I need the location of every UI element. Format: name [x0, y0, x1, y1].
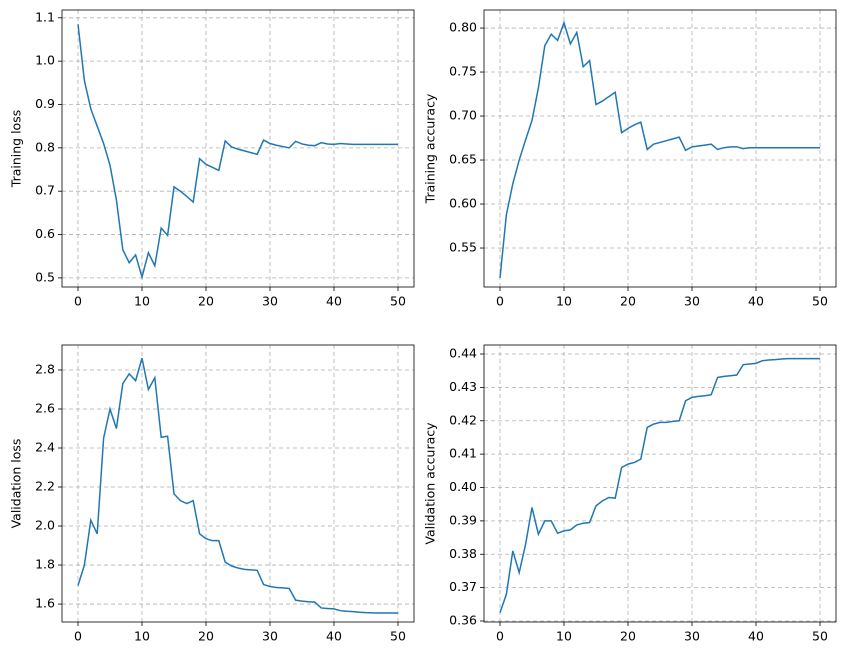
axes-frame: [483, 344, 837, 623]
x-tick-label: 20: [198, 294, 214, 309]
x-tick-label: 40: [326, 629, 342, 644]
y-tick-label: 0.41: [449, 446, 477, 461]
y-tick-label: 2.4: [35, 439, 55, 454]
data-line: [499, 357, 820, 613]
x-tick-label: 30: [262, 629, 278, 644]
x-tick-label: 0: [496, 629, 504, 644]
x-tick-label: 10: [134, 629, 150, 644]
y-tick-label: 0.9: [35, 96, 55, 111]
data-line: [77, 358, 398, 614]
axes-frame: [61, 9, 415, 288]
x-tick-label: 0: [74, 629, 82, 644]
y-tick-label: 2.8: [35, 361, 55, 376]
subplot: 0 10 20 30 40 50 0.55 0.60 0.65 0.70 0.75 0.80 Train…: [423, 9, 837, 309]
x-tick-label: 30: [684, 629, 700, 644]
x-tick-label: 10: [556, 629, 572, 644]
y-tick-label: 0.42: [449, 412, 477, 427]
y-tick-label: 0.60: [449, 196, 477, 211]
y-tick-label: 1.6: [35, 596, 55, 611]
x-tick-label: 50: [812, 294, 828, 309]
y-tick-label: 1.8: [35, 557, 55, 572]
y-tick-label: 2.2: [35, 479, 55, 494]
y-tick-label: 0.40: [449, 479, 477, 494]
y-axis-label: Validation accuracy: [423, 422, 438, 545]
x-tick-label: 40: [748, 294, 764, 309]
x-tick-label: 0: [496, 294, 504, 309]
subplot: 0 10 20 30 40 50 0.5 0.6 0.7 0.8 0.9 1.0 1.1 Training…: [9, 9, 415, 309]
x-tick-label: 20: [620, 294, 636, 309]
y-tick-label: 0.44: [449, 346, 477, 361]
y-tick-label: 0.6: [35, 226, 55, 241]
y-tick-label: 1.1: [35, 9, 55, 24]
x-tick-label: 0: [74, 294, 82, 309]
y-tick-label: 0.36: [449, 612, 477, 627]
x-tick-label: 20: [620, 629, 636, 644]
x-tick-label: 50: [812, 629, 828, 644]
x-tick-label: 30: [262, 294, 278, 309]
y-axis-label: Training loss: [9, 110, 24, 188]
x-tick-label: 30: [684, 294, 700, 309]
y-tick-label: 0.39: [449, 512, 477, 527]
y-axis-label: Validation loss: [9, 439, 24, 529]
axes-frame: [483, 9, 837, 288]
y-tick-label: 0.37: [449, 579, 477, 594]
y-tick-label: 0.75: [449, 64, 477, 79]
subplot: 0 10 20 30 40 50 0.36 0.37 0.38 0.39 0.40 0.41 0.42 0…: [423, 344, 837, 644]
y-tick-label: 0.8: [35, 139, 55, 154]
y-tick-label: 0.5: [35, 269, 55, 284]
x-tick-label: 50: [390, 629, 406, 644]
subplot: 0 10 20 30 40 50 1.6 1.8 2.0 2.2 2.4 2.6 2.8 Validati…: [9, 344, 415, 644]
axes-frame: [61, 344, 415, 623]
y-tick-label: 0.43: [449, 379, 477, 394]
x-tick-label: 40: [748, 629, 764, 644]
y-tick-label: 0.80: [449, 20, 477, 35]
x-tick-label: 40: [326, 294, 342, 309]
y-tick-label: 0.7: [35, 183, 55, 198]
y-tick-label: 2.6: [35, 400, 55, 415]
x-tick-label: 10: [556, 294, 572, 309]
y-tick-label: 0.70: [449, 108, 477, 123]
x-tick-label: 20: [198, 629, 214, 644]
x-tick-label: 50: [390, 294, 406, 309]
y-tick-label: 1.0: [35, 53, 55, 68]
x-tick-label: 10: [134, 294, 150, 309]
y-tick-label: 0.38: [449, 546, 477, 561]
y-axis-label: Training accuracy: [423, 93, 438, 204]
y-tick-label: 0.55: [449, 240, 477, 255]
y-tick-label: 2.0: [35, 518, 55, 533]
data-line: [499, 20, 820, 279]
data-line: [77, 24, 398, 280]
y-tick-label: 0.65: [449, 152, 477, 167]
